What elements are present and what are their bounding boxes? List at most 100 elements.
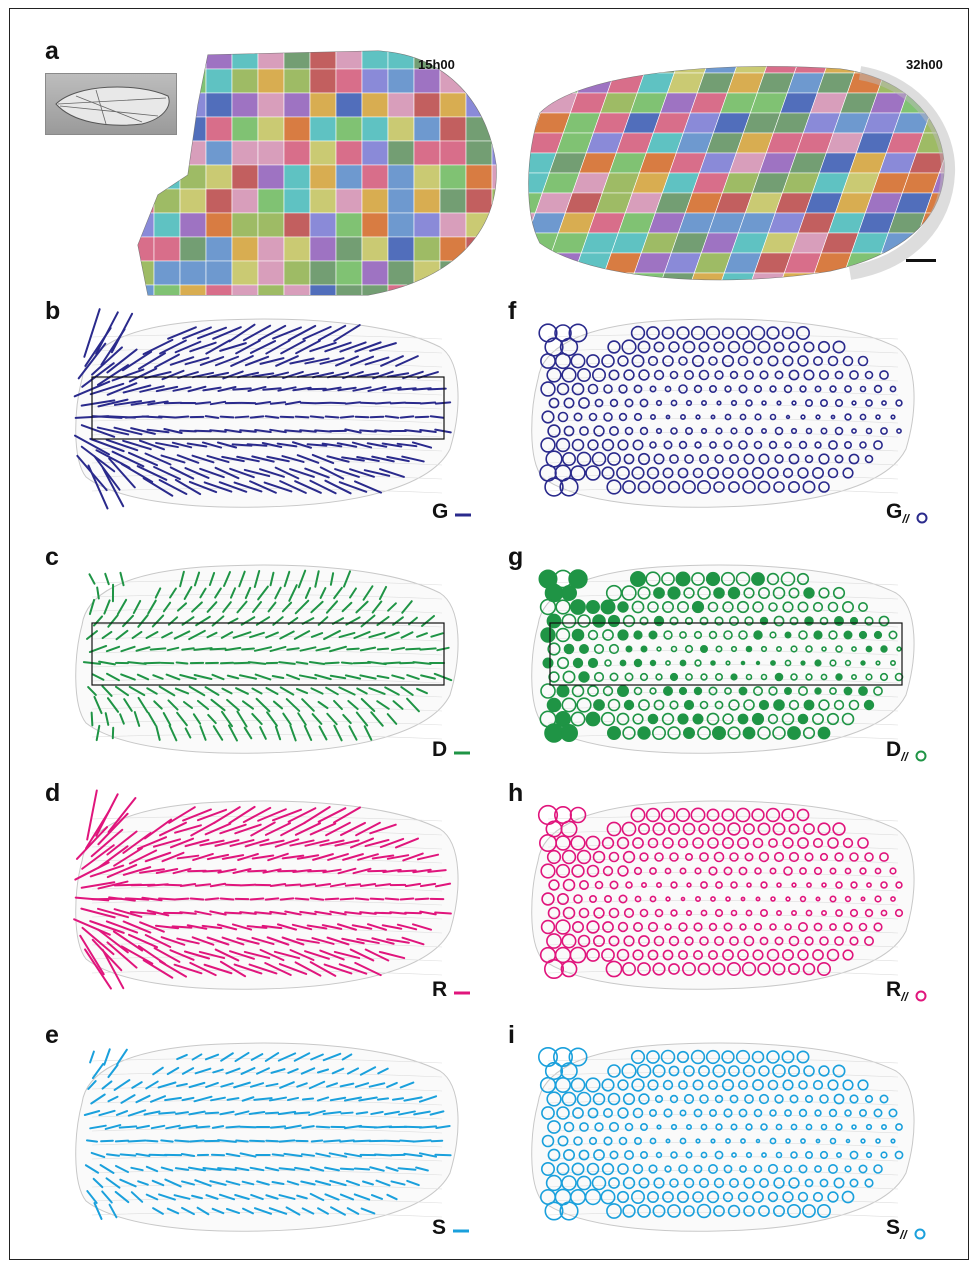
orientation-bar: [362, 585, 374, 601]
magnitude-circle: [803, 699, 815, 711]
magnitude-circle: [638, 1177, 650, 1189]
magnitude-circle: [576, 1091, 592, 1107]
orientation-bar: [321, 924, 343, 930]
magnitude-circle: [772, 822, 786, 836]
magnitude-circle: [851, 1124, 857, 1130]
magnitude-circle: [813, 630, 823, 640]
clone-patch: [528, 252, 552, 274]
magnitude-circle: [889, 867, 897, 875]
orientation-bar: [283, 570, 291, 588]
orientation-bar: [184, 838, 210, 848]
magnitude-circle: [770, 896, 776, 902]
orientation-bar: [327, 853, 349, 861]
clone-patch: [465, 92, 493, 118]
orientation-bar: [322, 868, 342, 874]
magnitude-circle: [772, 1064, 786, 1078]
legend-d-bar-icon: [454, 991, 471, 995]
magnitude-circle: [834, 398, 844, 408]
orientation-bar: [301, 698, 315, 712]
magnitude-circle: [624, 1122, 634, 1132]
orientation-bar: [231, 923, 253, 931]
magnitude-circle: [570, 1077, 586, 1093]
clone-patch: [465, 116, 493, 142]
magnitude-circle: [623, 907, 635, 919]
orientation-bar: [342, 853, 364, 861]
magnitude-circle: [813, 922, 823, 932]
magnitude-circle: [781, 949, 794, 962]
orientation-bar: [251, 936, 275, 946]
magnitude-circle: [706, 1190, 720, 1204]
magnitude-circle: [730, 645, 738, 653]
orientation-bar: [271, 808, 303, 822]
magnitude-circle: [587, 383, 599, 395]
orientation-bar: [318, 725, 328, 741]
legend-f: G//: [886, 501, 929, 525]
orientation-bar: [389, 911, 407, 915]
clone-patch: [413, 236, 441, 262]
magnitude-circle: [683, 1065, 695, 1077]
magnitude-circle: [632, 1107, 644, 1119]
magnitude-circle: [860, 660, 866, 666]
magnitude-circle: [799, 385, 807, 393]
magnitude-circle: [843, 686, 853, 696]
magnitude-circle: [798, 1080, 808, 1090]
clone-patch: [283, 164, 311, 190]
magnitude-circle: [844, 1165, 852, 1173]
magnitude-circle: [820, 1123, 828, 1131]
magnitude-circle: [633, 922, 644, 933]
magnitude-circle: [708, 1079, 719, 1090]
magnitude-circle: [677, 837, 689, 849]
magnitude-circle: [803, 587, 815, 599]
orientation-bar: [249, 1082, 265, 1088]
clone-patch: [335, 188, 363, 214]
magnitude-circle: [776, 400, 782, 406]
magnitude-circle: [843, 441, 852, 450]
orientation-bar: [136, 673, 150, 681]
magnitude-circle: [746, 882, 752, 888]
magnitude-circle: [556, 893, 569, 906]
magnitude-circle: [850, 674, 857, 681]
orientation-bar: [352, 867, 372, 875]
magnitude-circle: [773, 699, 785, 711]
orientation-bar: [430, 632, 444, 638]
magnitude-circle: [791, 400, 797, 406]
orientation-bar: [391, 1097, 405, 1101]
magnitude-circle: [632, 949, 644, 961]
orientation-bar: [386, 372, 410, 378]
orientation-bar: [184, 727, 192, 739]
magnitude-circle: [560, 960, 578, 978]
orientation-bar: [324, 415, 340, 419]
orientation-bar: [196, 699, 210, 711]
magnitude-circle: [697, 962, 711, 976]
orientation-bar: [226, 698, 240, 712]
magnitude-circle: [757, 480, 771, 494]
magnitude-circle: [692, 1079, 704, 1091]
magnitude-circle: [781, 712, 795, 726]
clone-patch: [138, 260, 155, 286]
orientation-bar: [182, 326, 212, 340]
magnitude-circle: [721, 1050, 735, 1064]
clone-patch: [387, 116, 415, 142]
orientation-bar: [226, 674, 240, 680]
magnitude-circle: [603, 384, 613, 394]
magnitude-circle: [806, 882, 812, 888]
orientation-bar: [344, 911, 362, 915]
clone-patch: [596, 272, 635, 280]
magnitude-circle: [707, 837, 719, 849]
orientation-bar: [89, 382, 125, 396]
orientation-bar: [243, 950, 271, 960]
magnitude-circle: [619, 659, 627, 667]
magnitude-circle: [633, 866, 643, 876]
magnitude-circle: [662, 949, 674, 961]
orientation-bar: [287, 1068, 299, 1074]
orientation-bar: [412, 661, 432, 665]
magnitude-circle: [827, 837, 839, 849]
orientation-bar: [209, 910, 227, 916]
magnitude-circle: [662, 1191, 674, 1203]
orientation-bar: [360, 1207, 376, 1215]
wing-photo-inset: [45, 73, 177, 135]
orientation-bar: [364, 948, 390, 962]
orientation-bar: [416, 687, 428, 695]
magnitude-circle: [832, 586, 846, 600]
magnitude-circle: [832, 822, 846, 836]
